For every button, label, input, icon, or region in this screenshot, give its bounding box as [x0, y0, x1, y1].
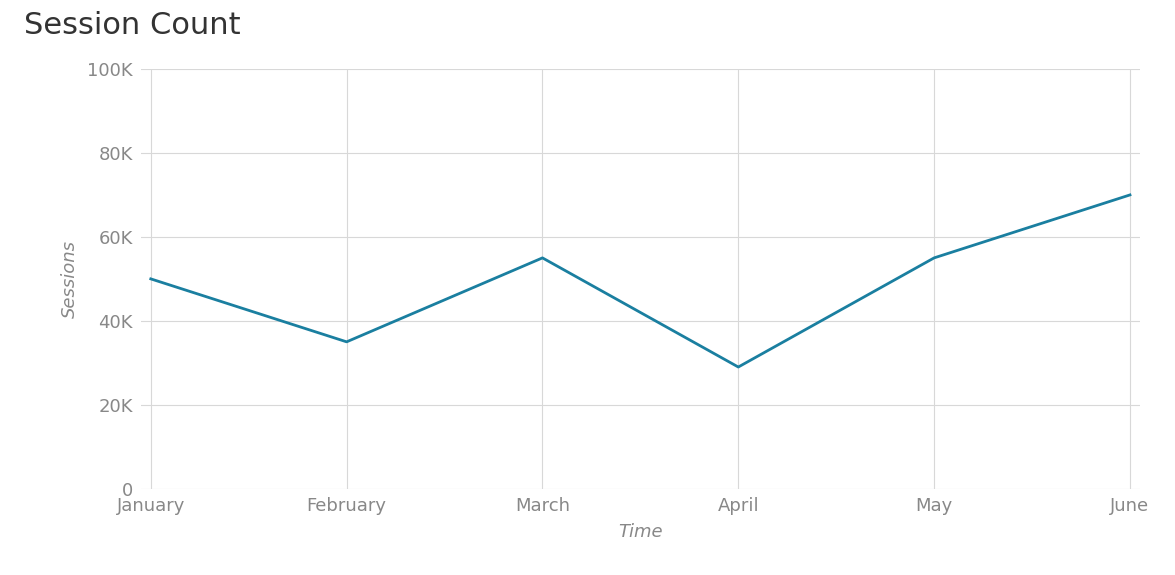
Text: Session Count: Session Count — [24, 12, 240, 40]
Y-axis label: Sessions: Sessions — [61, 240, 79, 318]
X-axis label: Time: Time — [618, 523, 663, 542]
